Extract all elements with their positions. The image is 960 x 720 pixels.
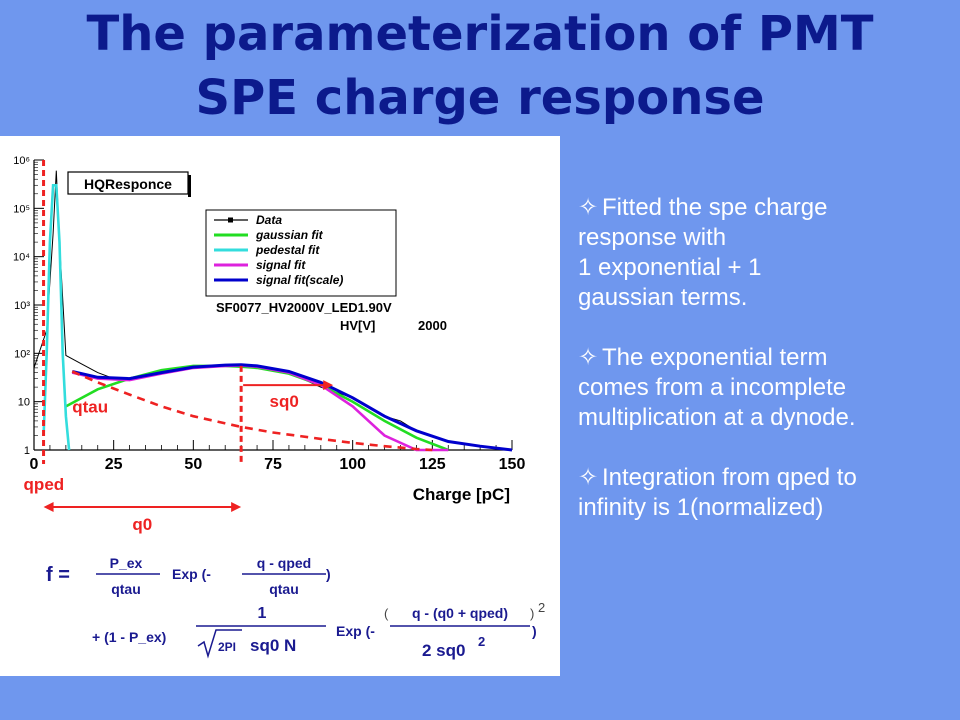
y-tick-label: 10³ — [14, 300, 30, 312]
formula-sqrt-sign — [197, 629, 242, 659]
star-bullet-icon: ✧ — [578, 194, 599, 221]
formula-t1-exp-num: q - qped — [257, 555, 311, 571]
formula-t1-num: P_ex — [110, 555, 143, 571]
bullet-line: multiplication at a dynode. — [578, 403, 958, 433]
formula-t2-exp-den-sup: 2 — [478, 634, 485, 649]
formula-t2-den: sq0 N — [250, 636, 296, 655]
formula-t1-exp: Exp (- — [172, 566, 211, 582]
legend-label: gaussian fit — [255, 228, 324, 242]
x-axis-title: Charge [pC] — [413, 485, 510, 504]
formula: f = P_ex qtau Exp (- q - qped qtau ) + (… — [46, 555, 545, 660]
qtau-label: qtau — [72, 397, 108, 416]
x-tick-label: 150 — [499, 456, 526, 473]
q0-label: q0 — [132, 515, 152, 534]
y-tick-label: 10⁵ — [13, 203, 30, 215]
legend-label: signal fit — [256, 258, 306, 272]
bullet-text: multiplication at a dynode. — [578, 404, 856, 431]
bullet-line: response with — [578, 223, 958, 253]
bullet-text: Fitted the spe charge — [602, 194, 828, 221]
bullet-line: 1 exponential + 1 — [578, 253, 958, 283]
sq0-arrow-icon — [323, 380, 334, 391]
bullet-text: gaussian terms. — [578, 284, 748, 311]
legend-label: Data — [256, 213, 282, 227]
bullet-text: 1 exponential + 1 — [578, 254, 762, 281]
legend-marker-icon — [228, 217, 233, 223]
series-line — [71, 363, 513, 452]
chart-title-shadow — [188, 175, 191, 197]
bullet-line: comes from a incomplete — [578, 373, 958, 403]
formula-outer-sup: 2 — [538, 600, 545, 615]
bullet-line: ✧ Fitted the spe charge — [578, 193, 958, 223]
sq0-label: sq0 — [270, 392, 299, 411]
bullet-text: The exponential term — [602, 344, 828, 371]
legend-label: pedestal fit — [255, 243, 320, 257]
formula-t2-exp-num: q - (q0 + qped) — [412, 605, 508, 621]
x-tick-label: 25 — [105, 456, 123, 473]
y-tick-label: 10⁶ — [13, 155, 30, 167]
bullet-item: ✧ Integration from qped to infinity is 1(n… — [578, 463, 958, 523]
formula-t2-prefix: + (1 - P_ex) — [92, 629, 166, 645]
y-tick-label: 1 — [24, 445, 30, 457]
formula-t2-num: 1 — [258, 605, 267, 622]
x-tick-label: 50 — [184, 456, 202, 473]
x-tick-label: 100 — [339, 456, 366, 473]
stat-value: 2000 — [418, 318, 447, 333]
bullet-text: infinity is 1(normalized) — [578, 494, 824, 521]
title-line-1: The parameterization of PMT — [86, 6, 874, 62]
chart-title: HQResponce — [84, 176, 172, 192]
spe-charge-chart: 0 25 50 75 100 125 150 1 10 10² 10³ 10⁴ 10⁵ 10⁶ qped q… — [13, 155, 545, 660]
bullet-line: infinity is 1(normalized) — [578, 493, 958, 523]
bullet-list: ✧ Fitted the spe charge response with 1 exp… — [578, 193, 958, 553]
bullet-line: ✧ Integration from qped to — [578, 463, 958, 493]
x-tick-label: 75 — [264, 456, 282, 473]
qped-label: qped — [24, 475, 65, 494]
star-bullet-icon: ✧ — [578, 464, 599, 491]
series-line — [71, 370, 433, 452]
bullet-line: gaussian terms. — [578, 283, 958, 313]
series-line — [42, 183, 71, 451]
y-tick-label: 10² — [14, 348, 30, 360]
formula-t2-exp-den: 2 sq0 — [422, 641, 465, 660]
bullet-text: comes from a incomplete — [578, 374, 847, 401]
legend-label: signal fit(scale) — [256, 273, 343, 287]
star-bullet-icon: ✧ — [578, 344, 599, 371]
y-tick-label: 10 — [18, 397, 30, 409]
x-tick-label: 125 — [419, 456, 446, 473]
formula-paren-left: ( — [384, 606, 389, 621]
x-tick-label: 0 — [30, 456, 39, 473]
formula-paren-right: ) — [530, 606, 534, 621]
figure-panel: 0 25 50 75 100 125 150 1 10 10² 10³ 10⁴ 10⁵ 10⁶ qped q… — [0, 136, 560, 676]
formula-t2-exp: Exp (- — [336, 623, 375, 639]
q0-arrow-right-icon — [231, 502, 242, 512]
y-tick-label: 10⁴ — [13, 252, 30, 264]
bullet-item: ✧ The exponential term comes from a incomp… — [578, 343, 958, 433]
title-line-2: SPE charge response — [195, 70, 765, 126]
legend-box — [205, 209, 397, 297]
formula-t1-den: qtau — [111, 581, 141, 597]
bullet-text: Integration from qped to — [602, 464, 857, 491]
bullet-item: ✧ Fitted the spe charge response with 1 exp… — [578, 193, 958, 313]
slide-title: The parameterization of PMT SPE charge r… — [0, 2, 960, 130]
formula-t1-exp-den: qtau — [269, 581, 299, 597]
formula-t2-root: 2PI — [218, 640, 236, 654]
formula-t1-close: ) — [326, 566, 331, 582]
formula-lhs: f = — [46, 564, 70, 586]
bullet-text: response with — [578, 224, 727, 251]
bullet-line: ✧ The exponential term — [578, 343, 958, 373]
formula-t2-close: ) — [532, 623, 537, 639]
stat-label: HV[V] — [340, 318, 375, 333]
chart-subtitle: SF0077_HV2000V_LED1.90V — [216, 300, 392, 315]
q0-arrow-left-icon — [43, 502, 54, 512]
